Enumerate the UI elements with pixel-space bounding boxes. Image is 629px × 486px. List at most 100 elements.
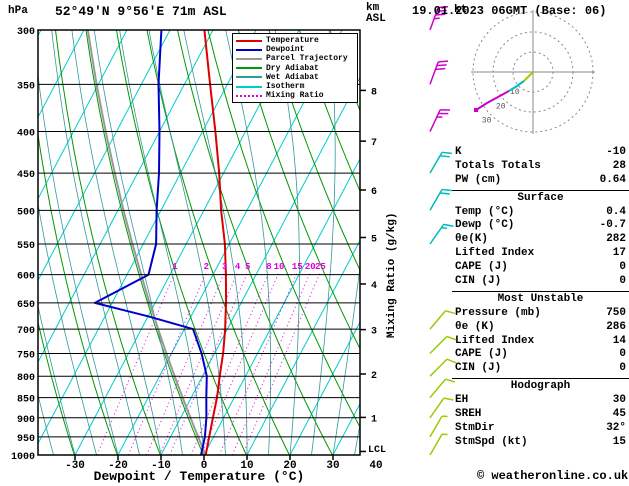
wind-barb-staff — [429, 61, 439, 85]
wind-barb-full — [436, 9, 447, 12]
wind-barb-staff — [429, 433, 443, 456]
index-label: θe (K) — [455, 320, 495, 333]
index-row: K -10 — [452, 146, 629, 160]
hodograph: 10 20 30 — [471, 10, 595, 134]
wind-barb — [429, 109, 451, 132]
copyright-text: © weatheronline.co.uk — [477, 469, 629, 483]
index-row: Temp (°C) 0.4 — [452, 206, 629, 220]
index-label: Pressure (mb) — [455, 306, 541, 319]
altitude-unit-km: km — [366, 2, 380, 14]
wind-barb-full — [438, 6, 449, 9]
wind-barb-staff — [429, 358, 448, 377]
legend-item: Isotherm — [236, 82, 354, 91]
pressure-tick-label: 400 — [17, 129, 35, 140]
mixing-ratio-line — [190, 271, 270, 455]
index-value: 0.64 — [599, 173, 626, 186]
km-tick-label: 2 — [371, 371, 377, 382]
section-title: Hodograph — [510, 380, 571, 393]
legend-label: Dewpoint — [266, 45, 305, 55]
index-row: θe(K) 282 — [452, 233, 629, 247]
index-row: θe (K) 286 — [452, 321, 629, 335]
hodograph-ring — [492, 31, 574, 113]
wind-barb-half — [441, 226, 448, 230]
isotherm-line — [246, 239, 360, 455]
index-label: Dewp (°C) — [455, 219, 515, 232]
hodograph-ring — [472, 11, 594, 133]
index-value: 14 — [612, 334, 626, 347]
legend-label: Parcel Trajectory — [266, 54, 348, 64]
km-tick-label: 8 — [371, 87, 377, 98]
index-row: StmDir 32° — [452, 422, 629, 436]
legend-swatch — [236, 94, 262, 97]
legend-label: Mixing Ratio — [266, 91, 324, 101]
temp-tick-label: -10 — [151, 460, 171, 472]
index-value: -0.7 — [599, 219, 626, 232]
wind-barb-full — [446, 358, 457, 364]
wet-adiabat-line — [38, 71, 119, 455]
hodograph-trace-segment — [475, 90, 510, 111]
wind-barb — [429, 433, 448, 456]
pressure-tick-label: 650 — [17, 300, 35, 311]
index-label: Lifted Index — [455, 334, 535, 347]
index-label: CIN (J) — [455, 362, 502, 375]
altitude-axis-unit-label: km ASL — [366, 3, 386, 25]
pressure-tick-label: 350 — [17, 81, 35, 92]
mixing-ratio-value-label: 3 — [222, 262, 227, 272]
index-label: Temp (°C) — [455, 205, 515, 218]
dry-adiabat-line — [38, 131, 118, 455]
temp-tick-label: 30 — [326, 460, 339, 472]
index-row: Lifted Index 17 — [452, 247, 629, 261]
index-label: K — [455, 146, 462, 158]
legend-box: Temperature Dewpoint Parcel Trajectory Dry … — [232, 33, 358, 104]
legend-swatch — [236, 67, 262, 70]
wind-barb-full — [438, 112, 449, 115]
wet-adiabat-line — [38, 393, 54, 455]
index-value: 0 — [619, 261, 626, 274]
temp-tick-label: 20 — [283, 460, 296, 472]
pressure-tick-label: 600 — [17, 272, 35, 283]
wind-barb-staff — [429, 310, 447, 330]
index-row: CIN (J) 0 — [452, 275, 629, 289]
pressure-tick-label: 750 — [17, 350, 35, 361]
index-label: θe(K) — [455, 233, 489, 246]
wind-barb — [429, 335, 457, 354]
wet-adiabat-line — [38, 304, 76, 455]
wind-barb-full — [435, 67, 446, 71]
wind-barb-staff — [429, 109, 441, 132]
km-tick-label: 1 — [371, 414, 377, 425]
temp-tick-label: 40 — [369, 460, 382, 472]
plot-border — [37, 29, 361, 456]
dry-adiabat-line — [38, 320, 75, 455]
section-divider — [452, 290, 629, 292]
mixing-ratio-value-label: 25 — [315, 262, 326, 272]
wind-barb-half — [441, 415, 448, 418]
index-row: Dewp (°C) -0.7 — [452, 219, 629, 233]
wind-barb — [429, 188, 452, 211]
dry-adiabat-line — [85, 30, 204, 455]
wind-barb — [429, 378, 456, 399]
wind-barb — [429, 151, 452, 174]
isotherm-line — [289, 321, 360, 455]
index-value: 286 — [606, 320, 626, 333]
hodograph-ring-label: 30 — [482, 116, 492, 125]
mixing-ratio-value-label: 4 — [235, 262, 241, 272]
index-label: Totals Totals — [455, 159, 541, 172]
index-value: 750 — [606, 306, 626, 319]
pressure-tick-label: 700 — [17, 326, 35, 337]
pressure-tick-label: 950 — [17, 434, 35, 445]
wind-barb — [429, 397, 454, 419]
hodograph-ring-label: 20 — [496, 102, 506, 111]
wind-barb-full — [445, 309, 456, 315]
index-row: PW (cm) 0.64 — [452, 174, 629, 188]
index-value: 30 — [612, 394, 626, 407]
legend-label: Dry Adiabat — [266, 63, 319, 73]
datetime-title: 19.01.2023 06GMT (Base: 06) — [412, 4, 607, 18]
legend-item: Dewpoint — [236, 45, 354, 54]
index-value: 45 — [612, 408, 626, 421]
wind-barb — [429, 6, 449, 31]
section-title: Surface — [517, 191, 564, 204]
legend-label: Temperature — [266, 36, 319, 46]
legend-swatch — [236, 85, 262, 88]
index-label: StmDir — [455, 421, 495, 434]
